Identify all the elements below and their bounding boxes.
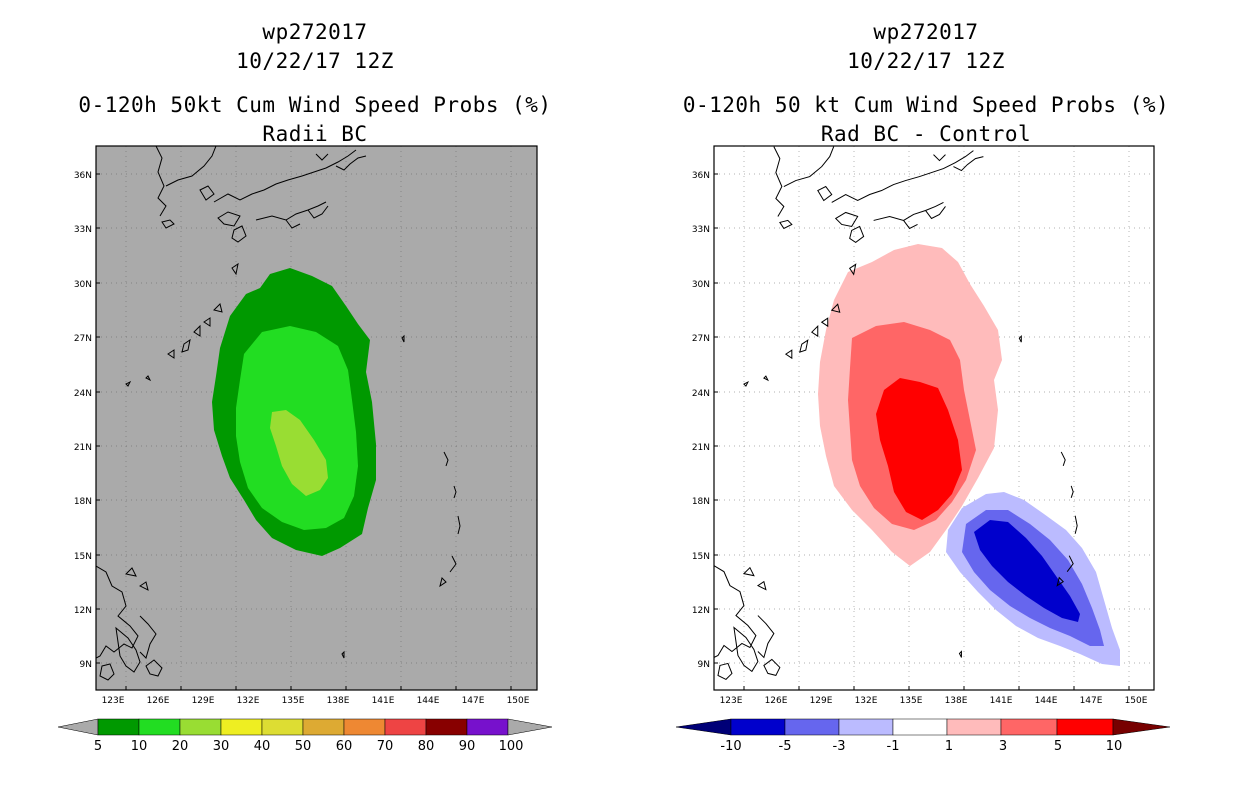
right-colorbar-label: -5 (779, 739, 792, 754)
left-lat-label: 18N (74, 497, 92, 507)
right-lon-label: 141E (990, 696, 1013, 706)
right-lon-label: 147E (1080, 696, 1103, 706)
left-colorbar-swatch (466, 718, 509, 736)
left-map: 36N 33N 30N 27N 24N 21N 18N 15N 12N 9N 1… (57, 145, 553, 754)
left-colorbar-swatch (179, 718, 222, 736)
left-lon-label: 141E (372, 696, 395, 706)
left-lat-label: 33N (74, 225, 92, 235)
right-colorbar-swatch (1000, 718, 1058, 736)
right-colorbar-label: -1 (887, 739, 900, 754)
right-lon-label: 135E (900, 696, 923, 706)
right-lon-label: 123E (720, 696, 743, 706)
left-lon-label: 144E (417, 696, 440, 706)
left-contour-20 (270, 410, 328, 496)
right-colorbar-swatch (838, 718, 894, 736)
left-colorbar-swatch (138, 718, 181, 736)
right-title-product: 0-120h 50 kt Cum Wind Speed Probs (%) (682, 93, 1170, 117)
right-lat-label: 33N (692, 225, 710, 235)
left-lon-label: 126E (147, 696, 170, 706)
left-lon-label: 129E (192, 696, 215, 706)
right-lon-label: 144E (1035, 696, 1058, 706)
left-colorbar-label: 5 (94, 739, 102, 754)
right-lon-label: 129E (810, 696, 833, 706)
left-lat-label: 21N (74, 443, 92, 453)
right-lat-label: 27N (692, 334, 710, 344)
left-colorbar-swatch (384, 718, 427, 736)
right-title-date: 10/22/17 12Z (847, 49, 1005, 73)
right-colorbar-label: -10 (720, 739, 741, 754)
right-contour-pos-5 (876, 378, 962, 520)
right-lat-label: 15N (692, 552, 710, 562)
right-colorbar-low-triangle (675, 718, 732, 736)
right-colorbar-label: 10 (1106, 739, 1123, 754)
right-contour-neg-5 (974, 520, 1080, 622)
left-lon-label: 123E (102, 696, 125, 706)
left-colorbar-label: 60 (336, 739, 353, 754)
right-lat-label: 12N (692, 606, 710, 616)
right-colorbar-label: 1 (945, 739, 953, 754)
left-lon-label: 135E (282, 696, 305, 706)
left-colorbar-swatch (220, 718, 263, 736)
left-colorbar-label: 100 (499, 739, 524, 754)
left-colorbar-low-triangle (57, 718, 99, 736)
right-title: wp272017 10/22/17 12Z 0-120h 50 kt Cum W… (666, 18, 1186, 149)
left-colorbar-label: 50 (295, 739, 312, 754)
left-colorbar-high-triangle (507, 718, 553, 736)
left-lat-label: 27N (74, 334, 92, 344)
right-colorbar-label: 5 (1054, 739, 1062, 754)
left-colorbar-label: 40 (254, 739, 271, 754)
right-lat-label: 30N (692, 280, 710, 290)
left-colorbar-label: 80 (418, 739, 435, 754)
left-lat-label: 30N (74, 280, 92, 290)
left-lon-label: 138E (327, 696, 350, 706)
left-colorbar-swatch (343, 718, 386, 736)
right-colorbar-swatch (946, 718, 1002, 736)
left-lat-label: 15N (74, 552, 92, 562)
left-colorbar: 5 10 20 30 40 50 60 70 80 90 100 (57, 718, 553, 754)
left-lon-label: 150E (507, 696, 530, 706)
left-colorbar-label: 10 (131, 739, 148, 754)
right-lon-label: 138E (945, 696, 968, 706)
right-colorbar-swatch (784, 718, 840, 736)
left-title-date: 10/22/17 12Z (236, 49, 394, 73)
left-colorbar-label: 90 (459, 739, 476, 754)
left-lat-label: 9N (80, 660, 92, 670)
left-title-product: 0-120h 50kt Cum Wind Speed Probs (%) (78, 93, 552, 117)
left-lat-label: 36N (74, 171, 92, 181)
right-map: 36N 33N 30N 27N 24N 21N 18N 15N 12N 9N 1… (675, 145, 1171, 754)
right-lat-label: 36N (692, 171, 710, 181)
right-colorbar-label: 3 (999, 739, 1007, 754)
right-colorbar-swatch (1056, 718, 1114, 736)
left-colorbar-label: 70 (377, 739, 394, 754)
left-lon-label: 147E (462, 696, 485, 706)
left-colorbar-swatch (261, 718, 304, 736)
right-title-subtitle: Rad BC - Control (820, 122, 1032, 146)
right-lon-label: 126E (765, 696, 788, 706)
left-title-storm: wp272017 (262, 20, 368, 44)
right-lat-label: 21N (692, 443, 710, 453)
right-lat-label: 18N (692, 497, 710, 507)
right-colorbar: -10 -5 -3 -1 1 3 5 10 (675, 718, 1171, 754)
left-colorbar-label: 30 (213, 739, 230, 754)
left-colorbar-swatch (425, 718, 468, 736)
right-title-storm: wp272017 (873, 20, 979, 44)
left-colorbar-swatch (97, 718, 140, 736)
left-colorbar-label: 20 (172, 739, 189, 754)
left-title-subtitle: Radii BC (262, 122, 368, 146)
right-lon-label: 150E (1125, 696, 1148, 706)
left-title: wp272017 10/22/17 12Z 0-120h 50kt Cum Wi… (55, 18, 575, 149)
right-colorbar-label: -3 (833, 739, 846, 754)
right-lat-label: 24N (692, 389, 710, 399)
right-colorbar-swatch (892, 718, 948, 736)
left-lat-label: 24N (74, 389, 92, 399)
right-colorbar-swatch (730, 718, 786, 736)
right-lat-label: 9N (698, 660, 710, 670)
left-lat-label: 12N (74, 606, 92, 616)
right-lon-label: 132E (855, 696, 878, 706)
left-colorbar-swatch (302, 718, 345, 736)
left-lon-label: 132E (237, 696, 260, 706)
right-colorbar-high-triangle (1112, 718, 1171, 736)
